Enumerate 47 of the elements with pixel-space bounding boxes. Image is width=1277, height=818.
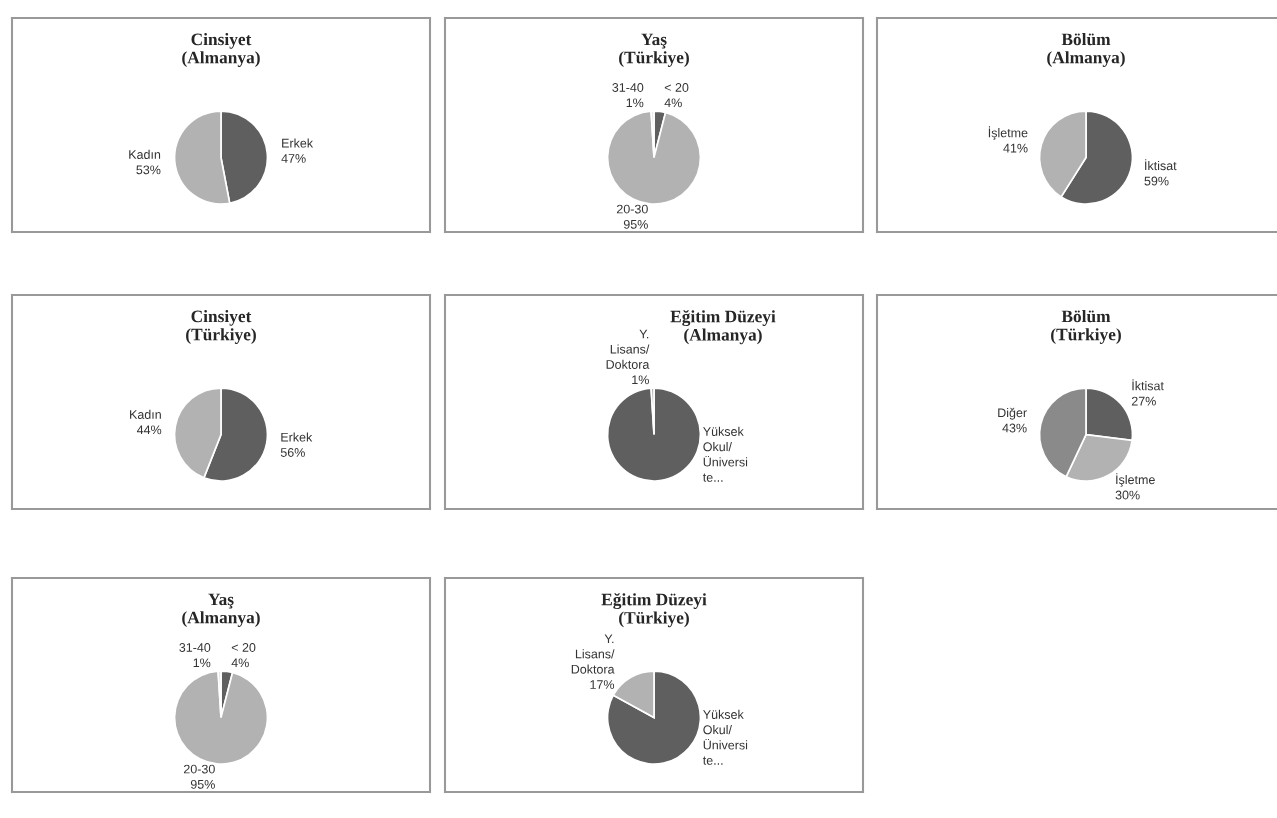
chart-title: Bölüm (Almanya) [1047,32,1125,67]
slice-label: < 20 [231,643,256,652]
slice-label: İktisat [1145,159,1177,171]
data-label: 47% [281,154,306,163]
data-label: 59% [1144,176,1169,186]
slice-label: İşletme [1116,473,1155,487]
data-label: 17% [590,680,615,689]
slice-label: Erkek [281,432,313,442]
slice-label: İşletme [988,126,1028,140]
data-label: 41% [1003,143,1028,153]
slice-label: Y. Lisans/ Doktora [606,329,650,369]
chart-title: Bölüm (Türkiye) [1051,309,1121,344]
pie-slice [606,387,702,482]
slice-label: Diğer [998,407,1027,420]
data-label: 1% [632,375,649,385]
slice-label: Kadın [130,409,161,419]
slice-label: 20-30 [616,204,648,214]
chart-title: Eğitim Düzeyi (Almanya) [670,309,776,345]
slice-label: 20-30 [183,764,215,774]
slice-label: Kadın [129,149,161,159]
data-label: 27% [1131,396,1156,406]
slice-label: Yüksek Okul/ Üniversi te... [702,426,748,482]
slice-label: 31-40 [612,83,644,92]
data-label: 30% [1115,490,1140,500]
chart-title: Eğitim Düzeyi (Türkiye) [601,592,707,628]
data-label: 53% [136,165,161,175]
data-label: 4% [231,658,249,668]
data-label: 4% [664,98,682,108]
chart-title: Cinsiyet (Türkiye) [186,309,256,344]
data-label: 95% [623,219,648,229]
slice-label: < 20 [664,83,689,92]
chart-title: Cinsiyet (Almanya) [182,32,260,67]
slice-label: Erkek [282,138,314,148]
data-label: 43% [1002,423,1027,433]
slice-label: 31-40 [179,643,211,652]
data-label: 44% [136,425,162,435]
slice-label: Yüksek Okul/ Üniversi te... [702,709,748,765]
data-label: 95% [190,779,215,789]
chart-title: Yaş (Almanya) [182,593,260,627]
pie-slice [606,110,702,205]
chart-title: Yaş (Türkiye) [619,33,689,67]
data-label: 1% [193,658,211,668]
data-label: 1% [626,98,644,108]
slice-label: Y. Lisans/ Doktora [571,634,615,674]
pie-slice [173,670,269,765]
data-label: 56% [280,448,305,457]
slice-label: İktisat [1132,379,1164,391]
